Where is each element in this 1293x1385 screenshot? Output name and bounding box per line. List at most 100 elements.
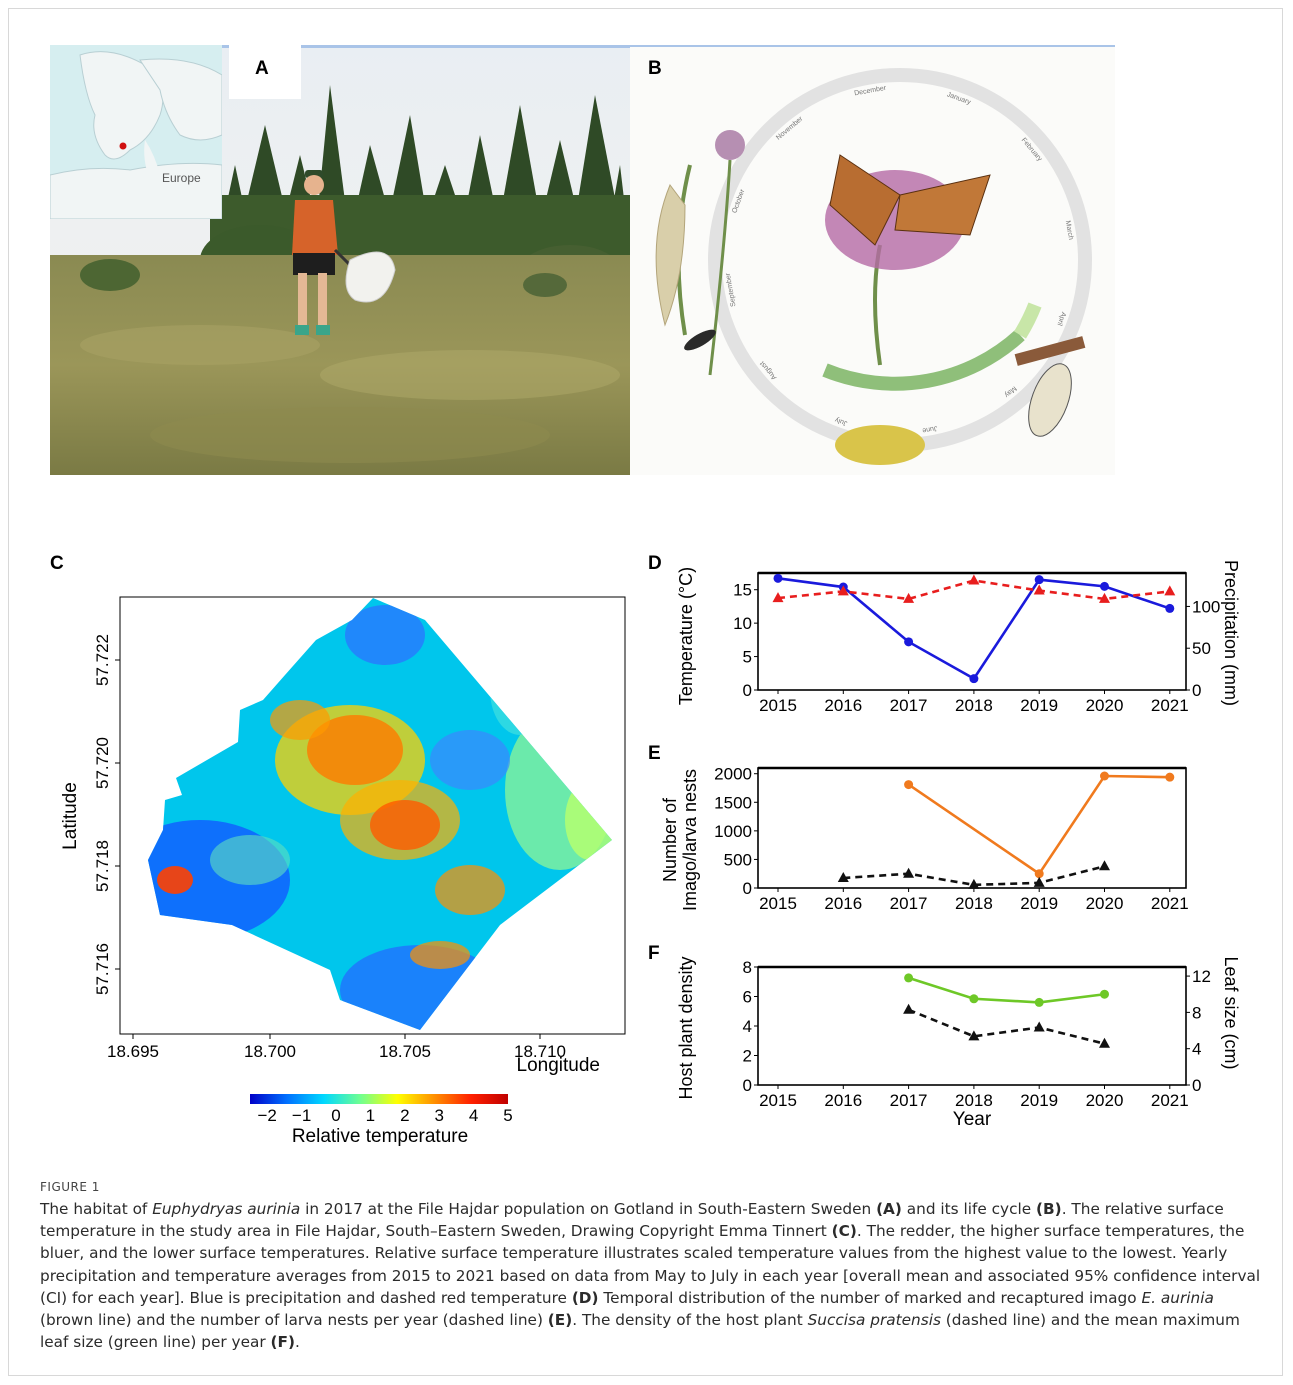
panel-reference: (B) — [1036, 1200, 1062, 1218]
x-tick-label: 2015 — [759, 1091, 797, 1110]
x-tick-label: 2016 — [824, 1091, 862, 1110]
colorbar-tick-label: 3 — [434, 1106, 443, 1125]
caption-text: . The relative surface temperature in th… — [40, 1200, 1224, 1241]
series-line — [908, 1008, 1105, 1045]
month-label: June — [922, 424, 938, 434]
y-tick-label: 10 — [733, 614, 752, 633]
data-point — [904, 973, 914, 983]
caption-text: . The density of the host plant — [572, 1311, 808, 1330]
y-tick-label: 6 — [743, 988, 752, 1007]
colorbar — [250, 1094, 508, 1104]
x-tick-label: 2020 — [1086, 894, 1124, 913]
data-point — [1033, 876, 1045, 887]
y-tick-label: 5 — [743, 648, 752, 667]
x-tick-label: 18.710 — [514, 1042, 566, 1061]
y-tick-label: 2 — [743, 1047, 752, 1066]
x-tick-label: 2018 — [955, 696, 993, 715]
y-right-tick-label: 4 — [1192, 1040, 1201, 1059]
y-tick-label: 8 — [743, 958, 752, 977]
y-right-tick-label: 12 — [1192, 967, 1211, 986]
colorbar-tick-label: 2 — [400, 1106, 409, 1125]
caption-text: Temporal distribution of the number of m… — [598, 1288, 1142, 1307]
data-point — [1034, 575, 1044, 585]
figure-frame — [8, 8, 1283, 1376]
species-name: Euphydryas aurinia — [152, 1200, 301, 1218]
colorbar-label: Relative temperature — [292, 1126, 468, 1147]
y-right-axis-label: Precipitation (mm) — [1221, 560, 1241, 706]
colorbar-tick-label: −2 — [258, 1106, 277, 1125]
habitat-photo — [50, 45, 630, 475]
y-tick-label: 57.720 — [93, 737, 112, 789]
month-label: March — [1064, 220, 1074, 240]
data-point — [1164, 585, 1176, 596]
x-tick-label: 2016 — [824, 696, 862, 715]
y-right-tick-label: 50 — [1192, 639, 1211, 658]
y-tick-label: 500 — [724, 850, 752, 869]
y-tick-label: 57.718 — [93, 840, 112, 892]
location-marker-icon — [119, 142, 127, 150]
x-tick-label: 2019 — [1020, 894, 1058, 913]
europe-map-inset: Europe — [50, 45, 222, 219]
data-point — [903, 592, 915, 603]
data-point — [969, 674, 979, 684]
data-point — [1033, 1021, 1045, 1032]
line-chart-e: 2015 2016 2017 2018 2019 2020 2021 0 500 1000 1500… — [660, 765, 1189, 913]
y-tick-label: 1000 — [714, 822, 752, 841]
x-tick-label: 2017 — [890, 1091, 928, 1110]
y-axis-label: Temperature (°C) — [676, 567, 696, 705]
colorbar-tick-label: 4 — [469, 1106, 478, 1125]
panel-label-f: F — [648, 943, 660, 964]
series-line — [843, 865, 1105, 887]
colorbar-tick-label: 0 — [331, 1106, 340, 1125]
x-tick-label: 2016 — [824, 894, 862, 913]
x-tick-label: 2015 — [759, 696, 797, 715]
caption-text: The habitat of — [40, 1200, 153, 1218]
series-line — [908, 976, 1105, 1004]
line-chart-d: 2015 2016 2017 2018 2019 2020 2021051015050100… — [676, 560, 1241, 715]
x-tick-label: 2015 — [759, 894, 797, 913]
colorbar-tick-label: 1 — [366, 1106, 375, 1125]
panel-reference: (C) — [831, 1222, 857, 1241]
data-point — [968, 1030, 980, 1041]
figure-caption: The habitat of Euphydryas aurinia in 201… — [40, 1198, 1265, 1353]
data-point — [1034, 997, 1044, 1007]
data-point — [1165, 772, 1175, 782]
y-axis-label: Number of — [660, 797, 680, 882]
colorbar-tick-label: −1 — [292, 1106, 311, 1125]
y-axis-label: Imago/larva nests — [680, 769, 700, 911]
panel-label-a: A — [255, 58, 269, 79]
data-point — [904, 780, 914, 790]
data-point — [1033, 584, 1045, 595]
x-tick-label: 18.705 — [379, 1042, 431, 1061]
y-tick-label: 15 — [733, 581, 752, 600]
series-line — [777, 577, 1171, 681]
life-cycle-illustration: December January February March April May June… — [630, 45, 1115, 475]
data-point — [903, 867, 915, 878]
panel-reference: (A) — [876, 1200, 902, 1218]
y-axis-label: Latitude — [60, 782, 81, 850]
map-plot-frame — [119, 596, 626, 1035]
data-point — [773, 573, 783, 583]
caption-text: (brown line) and the number of larva nes… — [40, 1311, 548, 1330]
plot-frame — [757, 966, 1187, 1086]
x-tick-label: 2018 — [955, 894, 993, 913]
panel-label-b: B — [648, 58, 662, 79]
data-point — [904, 637, 914, 647]
figure-label: FIGURE 1 — [40, 1180, 100, 1194]
y-tick-label: 2000 — [714, 765, 752, 784]
panel-a-label-box — [229, 45, 301, 99]
x-tick-label: 18.695 — [107, 1042, 159, 1061]
y-tick-label: 0 — [743, 879, 752, 898]
time-series-charts: 2015 2016 2017 2018 2019 2020 2021051015050100… — [660, 560, 1241, 1130]
data-point — [1099, 1037, 1110, 1048]
species-name: E. aurinia — [1141, 1288, 1214, 1307]
y-tick-label: 0 — [743, 1076, 752, 1095]
x-tick-label: 18.700 — [244, 1042, 296, 1061]
caption-text: . — [294, 1333, 300, 1352]
y-right-tick-label: 0 — [1192, 681, 1201, 700]
x-tick-label: 2017 — [890, 696, 928, 715]
x-tick-label: 2019 — [1020, 696, 1058, 715]
y-tick-label: 0 — [743, 681, 752, 700]
data-point — [837, 872, 849, 882]
y-right-tick-label: 8 — [1192, 1003, 1201, 1022]
